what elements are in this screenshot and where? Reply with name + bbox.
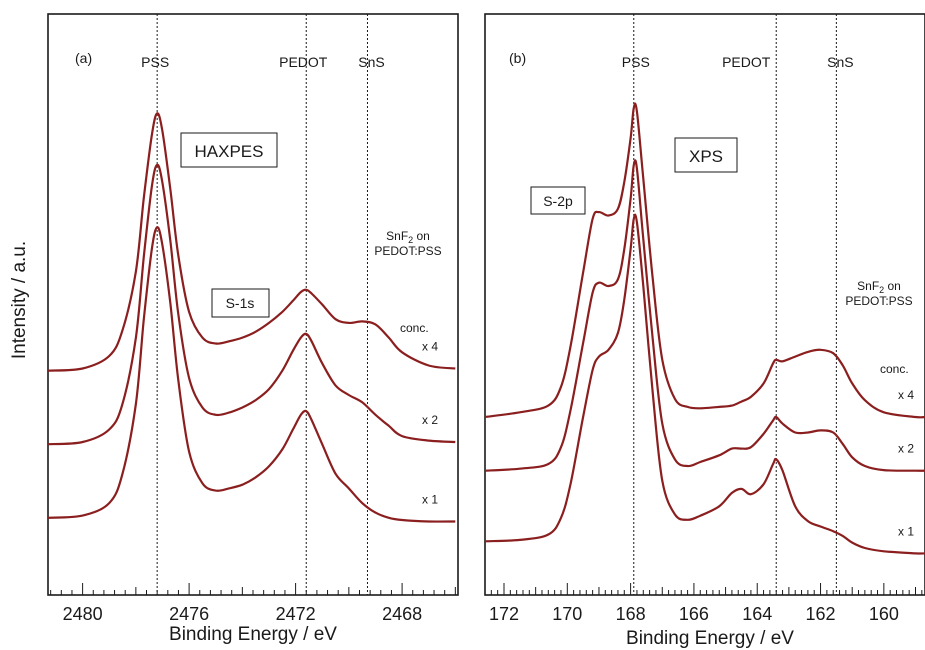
panel-a-reference-lines <box>156 14 368 595</box>
panel-b-series-label-x4: x 4 <box>898 388 914 402</box>
panel-b-x-tick-label: 162 <box>806 604 836 624</box>
panel-b-spectrum-x2 <box>484 159 925 472</box>
panel-a-reference-labels: PSS PEDOT SnS <box>141 54 385 70</box>
panel-b-orbital-label: S-2p <box>543 193 573 209</box>
panel-a-series-labels: x 4 x 2 x 1 <box>422 339 438 506</box>
panel-b-spectra <box>484 102 925 555</box>
panel-a-orbital-box: S-1s <box>211 288 270 318</box>
panel-a-tag: (a) <box>75 50 92 66</box>
panel-a-technique-label: HAXPES <box>195 142 264 161</box>
panel-b-series-labels: x 4 x 2 x 1 <box>898 388 914 538</box>
panel-b-ref-label-sns: SnS <box>827 54 853 70</box>
panel-a-ref-label-sns: SnS <box>358 54 384 70</box>
panel-b-x-ticks <box>484 583 923 595</box>
panel-a-ref-label-pss: PSS <box>141 54 169 70</box>
panel-b-conc-header: conc. <box>880 362 909 376</box>
panel-a-series-label-x2: x 2 <box>422 413 438 427</box>
panel-b-ref-label-pedot: PEDOT <box>722 54 771 70</box>
panel-b-spectrum-x4 <box>484 102 925 419</box>
panel-b-x-tick-label: 166 <box>679 604 709 624</box>
y-axis-label: Intensity / a.u. <box>9 241 30 359</box>
panel-b-x-tick-label: 160 <box>869 604 899 624</box>
panel-b-x-axis-label: Binding Energy / eV <box>626 628 794 649</box>
panel-a-spectrum-x1 <box>47 226 456 523</box>
panel-b-series-label-x1: x 1 <box>898 524 914 538</box>
panel-a-series-label-x4: x 4 <box>422 339 438 353</box>
panel-b-x-tick-label: 172 <box>489 604 519 624</box>
panel-b-x-tick-labels: 172 170 168 166 164 162 160 <box>489 604 899 624</box>
panel-a-spectrum-x2 <box>47 163 456 446</box>
panel-b-x-tick-label: 164 <box>742 604 772 624</box>
panel-a-orbital-label: S-1s <box>226 295 255 311</box>
panel-b-sample-label-line2: PEDOT:PSS <box>845 294 912 308</box>
panel-a-sample-label: SnF2 on <box>386 229 430 245</box>
panel-b-technique-label: XPS <box>689 147 723 166</box>
panel-a-spectrum-x4 <box>47 112 456 372</box>
panel-a-x-tick-labels: 2480 2476 2472 2468 <box>63 604 423 624</box>
panel-a-x-tick-label: 2468 <box>382 604 422 624</box>
panel-b-sample-label: SnF2 on <box>857 279 901 295</box>
panel-b-reference-labels: PSS PEDOT SnS <box>622 54 854 70</box>
panel-b-ref-label-pss: PSS <box>622 54 650 70</box>
panel-a-sample-label-line2: PEDOT:PSS <box>374 244 441 258</box>
panel-a-spectra <box>47 112 456 523</box>
panel-b-orbital-box: S-2p <box>530 186 586 215</box>
panel-a-x-tick-label: 2476 <box>169 604 209 624</box>
panel-a: (a) PSS PEDOT SnS HAXPES S-1s SnF2 on PEDO… <box>47 13 459 645</box>
panel-a-series-label-x1: x 1 <box>422 492 438 506</box>
panel-b-tag: (b) <box>509 50 526 66</box>
panel-a-ref-label-pedot: PEDOT <box>279 54 328 70</box>
panel-a-technique-box: HAXPES <box>180 132 278 168</box>
panel-b-spectrum-x1 <box>484 213 925 555</box>
panel-b-x-tick-label: 168 <box>616 604 646 624</box>
panel-a-x-ticks <box>50 583 456 595</box>
panel-b-x-tick-label: 170 <box>552 604 582 624</box>
panel-a-x-tick-label: 2480 <box>63 604 103 624</box>
panel-a-conc-header: conc. <box>400 321 429 335</box>
panel-a-x-axis-label: Binding Energy / eV <box>169 624 337 645</box>
panel-a-x-tick-label: 2472 <box>276 604 316 624</box>
panel-b-reference-lines <box>633 14 837 595</box>
panel-b: (b) PSS PEDOT SnS XPS S-2p SnF2 on PEDOT:P… <box>484 13 925 649</box>
panel-b-technique-box: XPS <box>674 137 738 173</box>
panel-b-frame <box>484 13 925 596</box>
panel-b-series-label-x2: x 2 <box>898 442 914 456</box>
